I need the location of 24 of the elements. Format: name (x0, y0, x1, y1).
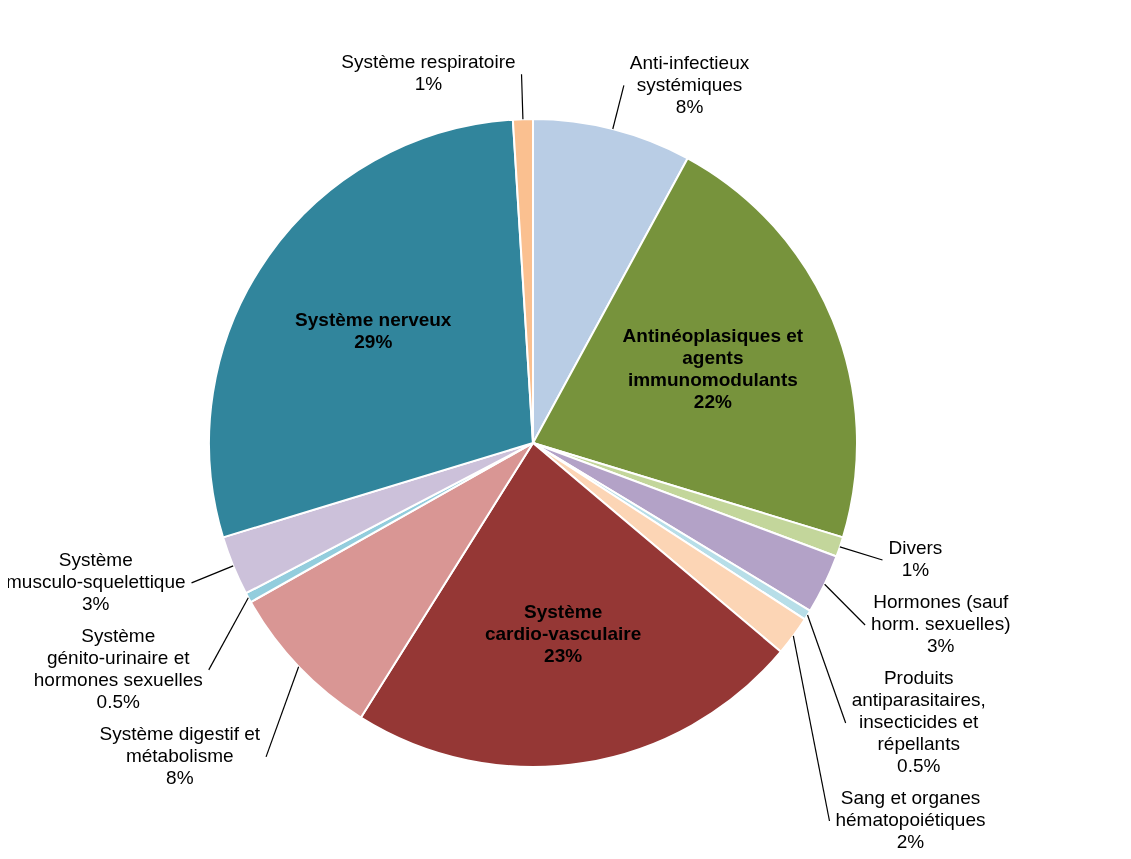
slice-label: Système digestif et métabolisme (99, 723, 261, 767)
slice-label: Produits antiparasitaires, insecticides et répellants (851, 667, 986, 755)
slice-label: Système nerveux (295, 309, 452, 331)
data-label: 1% (414, 73, 443, 95)
data-label: 23% (544, 645, 583, 667)
data-label: 22% (693, 390, 733, 412)
data-label: 8% (675, 95, 704, 117)
data-label: 29% (354, 331, 393, 353)
data-label: 0.5% (897, 755, 941, 777)
slice-label: Antinéoplasiques et agents immunomodulants (622, 324, 804, 390)
slice-label: Système génito-urinaire et hormones sexuelles (33, 625, 203, 691)
data-label: 0.5% (96, 691, 141, 713)
slice-label: Divers (888, 537, 943, 559)
data-label: 8% (166, 767, 194, 789)
slice-label: Anti-infectieux systémiques (629, 51, 750, 95)
slice-label: Système musculo-squelettique (6, 549, 186, 593)
data-label: 1% (901, 559, 930, 581)
slice-label: Système cardio-vasculaire (484, 601, 642, 645)
slice-label: Sang et organes hématopoiétiques (835, 787, 986, 831)
data-label: 3% (82, 593, 110, 615)
slice-label: Hormones (sauf horm. sexuelles) (871, 591, 1011, 635)
data-label: 3% (927, 635, 955, 657)
slice-label: Système respiratoire (341, 51, 516, 73)
data-label: 2% (896, 831, 925, 853)
